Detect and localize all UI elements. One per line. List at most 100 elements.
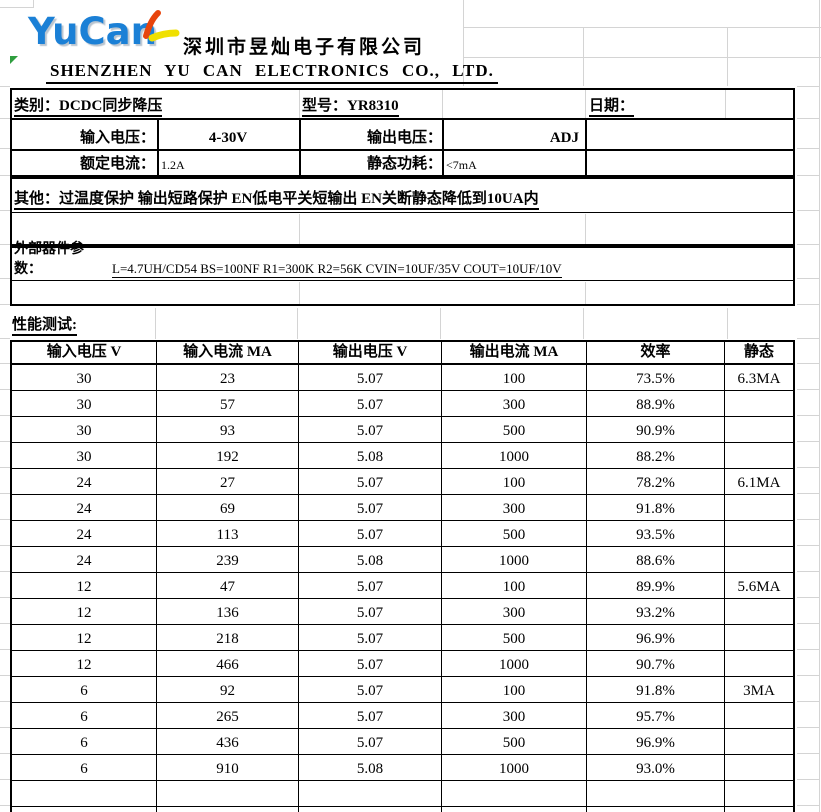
table-cell[interactable]: 30: [12, 443, 157, 468]
table-cell[interactable]: 1000: [442, 755, 587, 780]
table-cell[interactable]: 96.9%: [587, 729, 725, 754]
table-cell[interactable]: 5.07: [299, 625, 442, 650]
table-cell[interactable]: 239: [157, 547, 299, 572]
rated-label-cell[interactable]: 额定电流：: [79, 156, 155, 172]
table-cell[interactable]: 100: [442, 469, 587, 494]
table-cell[interactable]: 30: [12, 391, 157, 416]
table-cell[interactable]: 6: [12, 703, 157, 728]
table-cell[interactable]: 192: [157, 443, 299, 468]
table-header-cell[interactable]: 输入电压 V: [12, 342, 157, 363]
rated-value-cell[interactable]: 1.2A: [161, 158, 185, 172]
table-cell[interactable]: [725, 703, 793, 728]
table-cell[interactable]: [725, 417, 793, 442]
table-cell[interactable]: 5.08: [299, 755, 442, 780]
table-header-cell[interactable]: 静态: [743, 344, 774, 360]
table-cell[interactable]: 6.1MA: [737, 475, 781, 491]
table-cell[interactable]: 5.07: [299, 365, 442, 390]
table-cell[interactable]: 69: [157, 495, 299, 520]
table-cell[interactable]: 23: [157, 365, 299, 390]
table-cell[interactable]: 5.07: [299, 521, 442, 546]
table-cell[interactable]: 100: [442, 677, 587, 702]
ext-label-cell[interactable]: 外部器件参数：: [14, 242, 84, 277]
table-cell[interactable]: 265: [157, 703, 299, 728]
table-cell[interactable]: [725, 651, 793, 676]
table-cell[interactable]: [725, 599, 793, 624]
table-cell[interactable]: 91.8%: [587, 495, 725, 520]
table-cell[interactable]: 300: [442, 391, 587, 416]
table-header-cell[interactable]: 输出电流 MA: [442, 342, 587, 363]
model-cell[interactable]: 型号：YR8310: [302, 90, 502, 117]
table-cell[interactable]: 92: [157, 677, 299, 702]
table-cell[interactable]: 466: [157, 651, 299, 676]
table-cell[interactable]: 73.5%: [587, 365, 725, 390]
table-cell[interactable]: [725, 755, 793, 780]
table-cell[interactable]: 24: [12, 547, 157, 572]
table-cell[interactable]: 910: [157, 755, 299, 780]
table-header-cell[interactable]: 输入电流 MA: [157, 342, 299, 363]
table-cell[interactable]: 100: [442, 365, 587, 390]
table-cell[interactable]: 5.07: [299, 495, 442, 520]
table-cell[interactable]: 93.5%: [587, 521, 725, 546]
table-cell[interactable]: 88.6%: [587, 547, 725, 572]
table-cell[interactable]: 500: [442, 625, 587, 650]
vout-label-cell[interactable]: 输出电压：: [366, 130, 442, 146]
table-cell[interactable]: 5.08: [299, 443, 442, 468]
table-cell[interactable]: 500: [442, 521, 587, 546]
table-row-empty[interactable]: [12, 781, 793, 807]
table-cell[interactable]: 12: [12, 573, 157, 598]
other-cell[interactable]: 其他：过温度保护 输出短路保护 EN低电平关短输出 EN关断静态降低到10UA内: [14, 181, 784, 210]
table-cell[interactable]: 5.07: [299, 651, 442, 676]
table-cell[interactable]: 500: [442, 417, 587, 442]
table-cell[interactable]: 24: [12, 495, 157, 520]
table-cell[interactable]: 500: [442, 729, 587, 754]
table-cell[interactable]: 12: [12, 651, 157, 676]
table-cell[interactable]: 5.6MA: [737, 579, 781, 595]
table-cell[interactable]: 88.2%: [587, 443, 725, 468]
table-cell[interactable]: 88.9%: [587, 391, 725, 416]
table-cell[interactable]: 12: [12, 599, 157, 624]
table-cell[interactable]: 6.3MA: [737, 371, 781, 387]
table-cell[interactable]: 5.07: [299, 469, 442, 494]
table-cell[interactable]: 6: [12, 677, 157, 702]
table-cell[interactable]: [725, 729, 793, 754]
table-cell[interactable]: [725, 625, 793, 650]
table-cell[interactable]: [725, 521, 793, 546]
table-cell[interactable]: 90.7%: [587, 651, 725, 676]
table-cell[interactable]: 100: [442, 573, 587, 598]
table-header-cell[interactable]: 输出电压 V: [299, 342, 442, 363]
table-cell[interactable]: [725, 443, 793, 468]
table-cell[interactable]: [725, 391, 793, 416]
table-cell[interactable]: 3MA: [743, 683, 775, 699]
table-cell[interactable]: 436: [157, 729, 299, 754]
table-cell[interactable]: 12: [12, 625, 157, 650]
table-cell[interactable]: [725, 547, 793, 572]
table-cell[interactable]: 24: [12, 469, 157, 494]
table-cell[interactable]: 96.9%: [587, 625, 725, 650]
ext-value-cell[interactable]: L=4.7UH/CD54 BS=100NF R1=300K R2=56K CVI…: [112, 252, 752, 278]
table-cell[interactable]: 5.07: [299, 391, 442, 416]
table-cell[interactable]: 300: [442, 599, 587, 624]
table-cell[interactable]: 1000: [442, 443, 587, 468]
table-cell[interactable]: 24: [12, 521, 157, 546]
table-cell[interactable]: 57: [157, 391, 299, 416]
table-cell[interactable]: 5.07: [299, 599, 442, 624]
table-cell[interactable]: 300: [442, 703, 587, 728]
table-cell[interactable]: 93: [157, 417, 299, 442]
table-cell[interactable]: 30: [12, 417, 157, 442]
table-cell[interactable]: 1000: [442, 651, 587, 676]
table-cell[interactable]: 30: [12, 365, 157, 390]
iq-label-cell[interactable]: 静态功耗：: [366, 156, 442, 172]
table-cell[interactable]: 78.2%: [587, 469, 725, 494]
table-cell[interactable]: 113: [157, 521, 299, 546]
iq-value-cell[interactable]: <7mA: [446, 158, 477, 172]
table-cell[interactable]: 300: [442, 495, 587, 520]
table-cell[interactable]: 5.08: [299, 547, 442, 572]
table-cell[interactable]: 1000: [442, 547, 587, 572]
table-cell[interactable]: 93.0%: [587, 755, 725, 780]
table-cell[interactable]: 5.07: [299, 573, 442, 598]
table-cell[interactable]: 136: [157, 599, 299, 624]
table-cell[interactable]: 90.9%: [587, 417, 725, 442]
perf-label-cell[interactable]: 性能测试:: [12, 310, 212, 336]
vout-value-cell[interactable]: ADJ: [549, 130, 579, 146]
table-cell[interactable]: 5.07: [299, 417, 442, 442]
